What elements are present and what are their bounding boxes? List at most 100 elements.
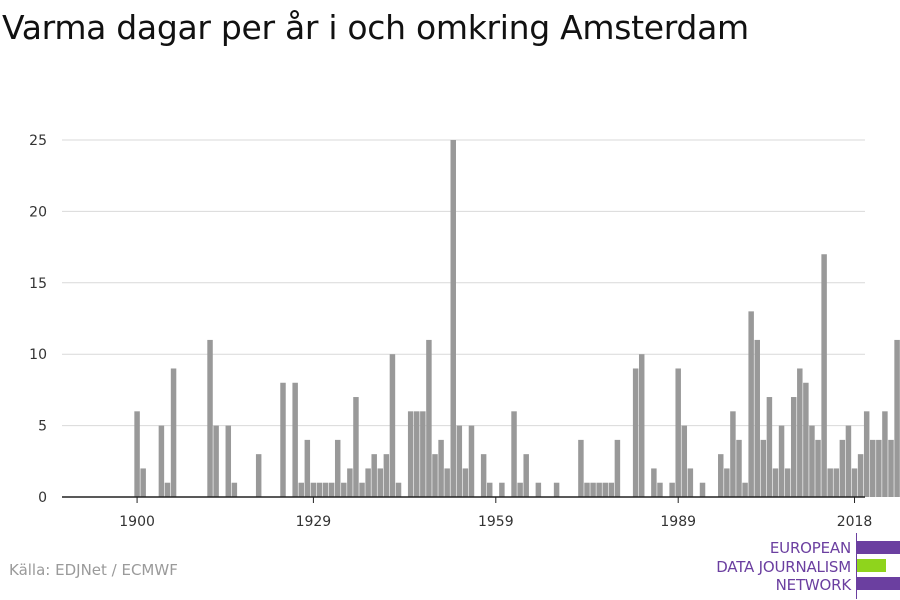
bar [486,482,493,497]
bar [328,482,335,497]
bar [158,425,165,497]
x-tick-label: 1989 [660,514,696,530]
grid-lines [62,139,865,427]
bar [444,468,450,497]
y-tick-label: 25 [29,133,47,149]
bar [851,468,858,497]
bar [462,468,469,497]
bar [438,439,444,497]
bar [790,397,797,497]
bar [882,411,888,497]
bar [389,354,396,497]
bar [736,439,742,497]
logo-bar-middle [857,559,886,572]
bar [280,382,286,497]
bar [766,397,773,497]
x-axis: 1900 1929 1959 1989 2018 [62,496,873,530]
y-tick-label: 20 [29,204,47,220]
bar [687,468,694,497]
bar [797,368,803,497]
bar [140,468,146,497]
bar [377,468,384,497]
bar [334,439,341,497]
bar [298,482,304,497]
bar-chart: 0 5 10 15 20 25 1900 1929 1959 1989 2018 [29,133,900,530]
bar [857,454,864,497]
bar [468,425,475,497]
bar [432,454,438,497]
bar [584,482,590,497]
bar [760,439,767,497]
bar [213,425,219,497]
y-axis: 0 5 10 15 20 25 [29,133,47,506]
bar [456,425,463,497]
y-tick-label: 15 [29,276,47,292]
logo-text: EUROPEAN DATA JOURNALISM NETWORK [716,539,851,595]
logo-line-1: EUROPEAN [769,539,851,557]
bar [353,397,359,497]
bar [578,439,584,497]
y-tick-label: 10 [29,347,47,363]
bar [420,411,426,497]
x-tick-label: 1929 [296,514,332,530]
bar [815,439,821,497]
bar [803,382,809,497]
logo-line-3: NETWORK [775,576,852,594]
bar [870,439,876,497]
bar [450,140,456,497]
bar [395,482,402,497]
bar [772,468,779,497]
bar [304,439,311,497]
bar [827,468,833,497]
bar [480,454,487,497]
bar [742,482,748,497]
bar [553,482,560,497]
bar [675,368,681,497]
bar-series [134,140,900,497]
bar [499,482,505,497]
bar [894,339,900,497]
bar [784,468,791,497]
logo-line-2: DATA JOURNALISM [716,557,851,576]
bar [170,368,177,497]
bar [754,339,760,497]
bar [724,468,730,497]
bar [651,468,657,497]
bar [681,425,688,497]
bar [426,339,432,497]
bar [255,454,262,497]
bar [511,411,517,497]
bar [748,311,754,497]
bar [839,439,846,497]
edjnet-logo: EUROPEAN DATA JOURNALISM NETWORK [700,533,900,599]
x-tick-label: 1900 [119,514,155,530]
bar [608,482,615,497]
bar [730,411,736,497]
logo-bar-bottom [857,577,900,590]
bar [322,482,329,497]
bar [164,482,171,497]
bar [414,411,420,497]
source-note: Källa: EDJNet / ECMWF [9,561,178,579]
bar [602,482,608,497]
bar [225,425,232,497]
bar [778,425,785,497]
bar [383,454,390,497]
bar [207,339,213,497]
bar [365,468,371,497]
bar [845,425,852,497]
bar [863,411,870,497]
bar [341,482,347,497]
x-tick-label: 1959 [478,514,514,530]
x-tick-label: 2018 [837,514,873,530]
bar [888,439,894,497]
bar [407,411,414,497]
y-tick-label: 5 [38,419,47,435]
bar [310,482,317,497]
bar [316,482,323,497]
bar [596,482,602,497]
bar [632,368,639,497]
bar [657,482,663,497]
bar [699,482,706,497]
bar [876,439,882,497]
